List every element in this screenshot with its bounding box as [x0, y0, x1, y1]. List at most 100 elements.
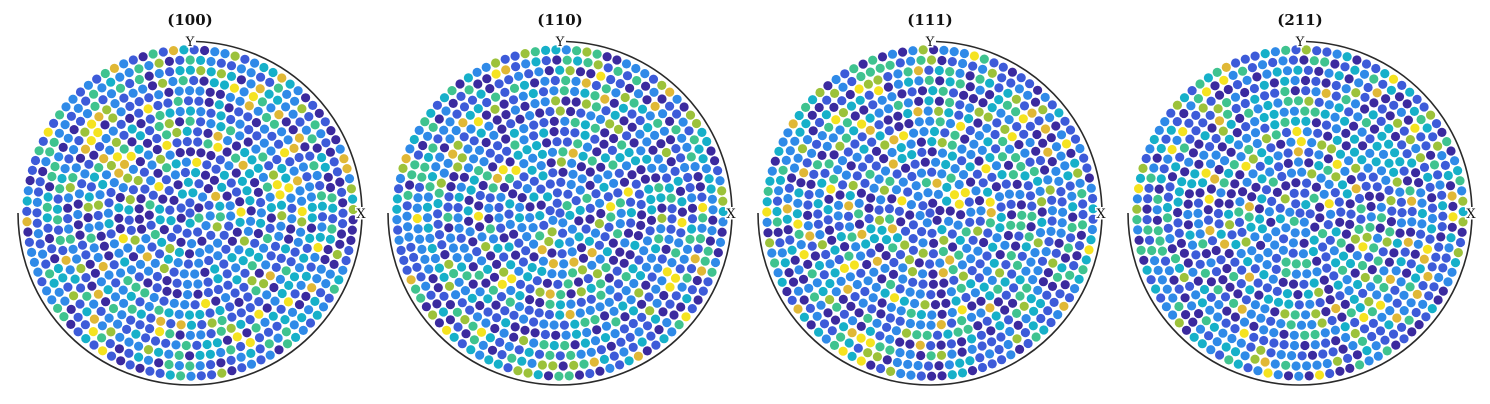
pole-dot — [595, 198, 605, 208]
pole-dot — [702, 136, 712, 147]
pole-dot — [1086, 183, 1096, 193]
pole-dot — [521, 246, 531, 256]
pole-dot — [63, 282, 73, 292]
pole-dot — [1236, 279, 1246, 289]
pole-dot — [666, 193, 676, 203]
pole-dot — [665, 87, 675, 97]
pole-dot — [708, 215, 718, 225]
pole-dot — [259, 62, 269, 73]
pole-dot — [686, 152, 696, 162]
pole-dot — [193, 227, 203, 237]
pole-dot — [658, 109, 668, 119]
pole-dot — [1181, 325, 1192, 335]
pole-dot — [1046, 317, 1056, 328]
pole-dot — [926, 341, 936, 351]
pole-dot — [1342, 52, 1352, 62]
pole-dot — [1219, 178, 1229, 188]
pole-dot — [667, 258, 677, 268]
pole-dot — [863, 276, 873, 286]
pole-dot — [1335, 291, 1345, 301]
pole-dot — [465, 227, 475, 237]
pole-dot — [942, 196, 952, 206]
pole-dot — [947, 151, 958, 161]
pole-dot — [118, 234, 128, 244]
pole-dot — [1234, 217, 1245, 227]
pole-dot — [281, 102, 291, 112]
pole-dot — [586, 283, 596, 293]
pole-dot — [581, 99, 592, 109]
pole-dot — [994, 95, 1004, 105]
pole-dot — [561, 75, 571, 86]
pole-dot — [224, 103, 234, 113]
pole-dot — [75, 299, 85, 309]
pole-dot — [281, 266, 291, 276]
pole-dot — [934, 96, 945, 106]
pole-dot — [162, 286, 172, 296]
pole-dot — [1331, 91, 1341, 101]
pole-dot — [1188, 317, 1198, 327]
pole-dot — [945, 118, 956, 129]
pole-dot — [1345, 258, 1356, 269]
pole-dot — [152, 283, 162, 293]
pole-dot — [1416, 132, 1426, 142]
pole-dot — [500, 306, 510, 316]
pole-dot — [654, 325, 664, 335]
pole-dot — [595, 366, 605, 376]
pole-dot — [1144, 235, 1155, 245]
pole-dot — [1218, 126, 1228, 136]
pole-dot — [1015, 189, 1025, 200]
pole-dot — [562, 201, 572, 211]
pole-dot — [1060, 161, 1070, 171]
pole-dot — [1349, 147, 1360, 157]
pole-dot — [528, 88, 538, 99]
pole-dot — [995, 250, 1005, 260]
pole-dot — [1173, 218, 1183, 228]
pole-dot — [828, 133, 838, 143]
pole-dot — [567, 224, 578, 234]
pole-dot — [307, 213, 317, 223]
pole-dot — [216, 326, 226, 336]
pole-dot — [939, 45, 949, 56]
pole-dot — [917, 147, 927, 157]
pole-dot — [475, 300, 485, 311]
pole-dot — [1167, 144, 1177, 155]
pole-dot — [71, 163, 81, 173]
pole-dot — [979, 237, 989, 248]
pole-dot — [799, 312, 810, 322]
pole-dot — [287, 214, 297, 224]
pole-dot — [552, 137, 562, 147]
pole-dot — [87, 281, 97, 291]
pole-dot — [993, 284, 1003, 294]
pole-dot — [596, 290, 606, 300]
pole-dot — [464, 85, 474, 95]
pole-dot — [642, 137, 652, 147]
pole-dot — [558, 218, 568, 228]
pole-dot — [570, 319, 580, 329]
pole-dot — [1311, 182, 1321, 192]
pole-dot — [272, 321, 282, 331]
pole-dot — [1051, 142, 1062, 152]
pole-dot — [1206, 292, 1216, 302]
pole-dot — [514, 213, 525, 223]
pole-dot — [871, 161, 881, 171]
pole-dot — [22, 206, 32, 216]
pole-dot — [1165, 182, 1175, 192]
pole-dot — [1314, 150, 1324, 160]
pole-dot — [1201, 249, 1211, 259]
pole-dot — [640, 69, 650, 79]
pole-dot — [535, 211, 545, 221]
pole-dot — [664, 183, 675, 193]
pole-dot — [803, 259, 813, 269]
pole-dot — [146, 313, 156, 323]
pole-dot — [544, 66, 554, 76]
pole-dot — [223, 280, 233, 290]
pole-dot — [54, 128, 64, 138]
pole-dot — [821, 110, 832, 120]
pole-dot — [1175, 152, 1185, 162]
pole-dot — [452, 253, 462, 263]
pole-dot — [667, 204, 677, 214]
pole-dot — [1162, 202, 1173, 213]
pole-dot — [478, 180, 488, 191]
pole-dot — [1253, 278, 1263, 288]
pole-dot — [203, 277, 213, 287]
